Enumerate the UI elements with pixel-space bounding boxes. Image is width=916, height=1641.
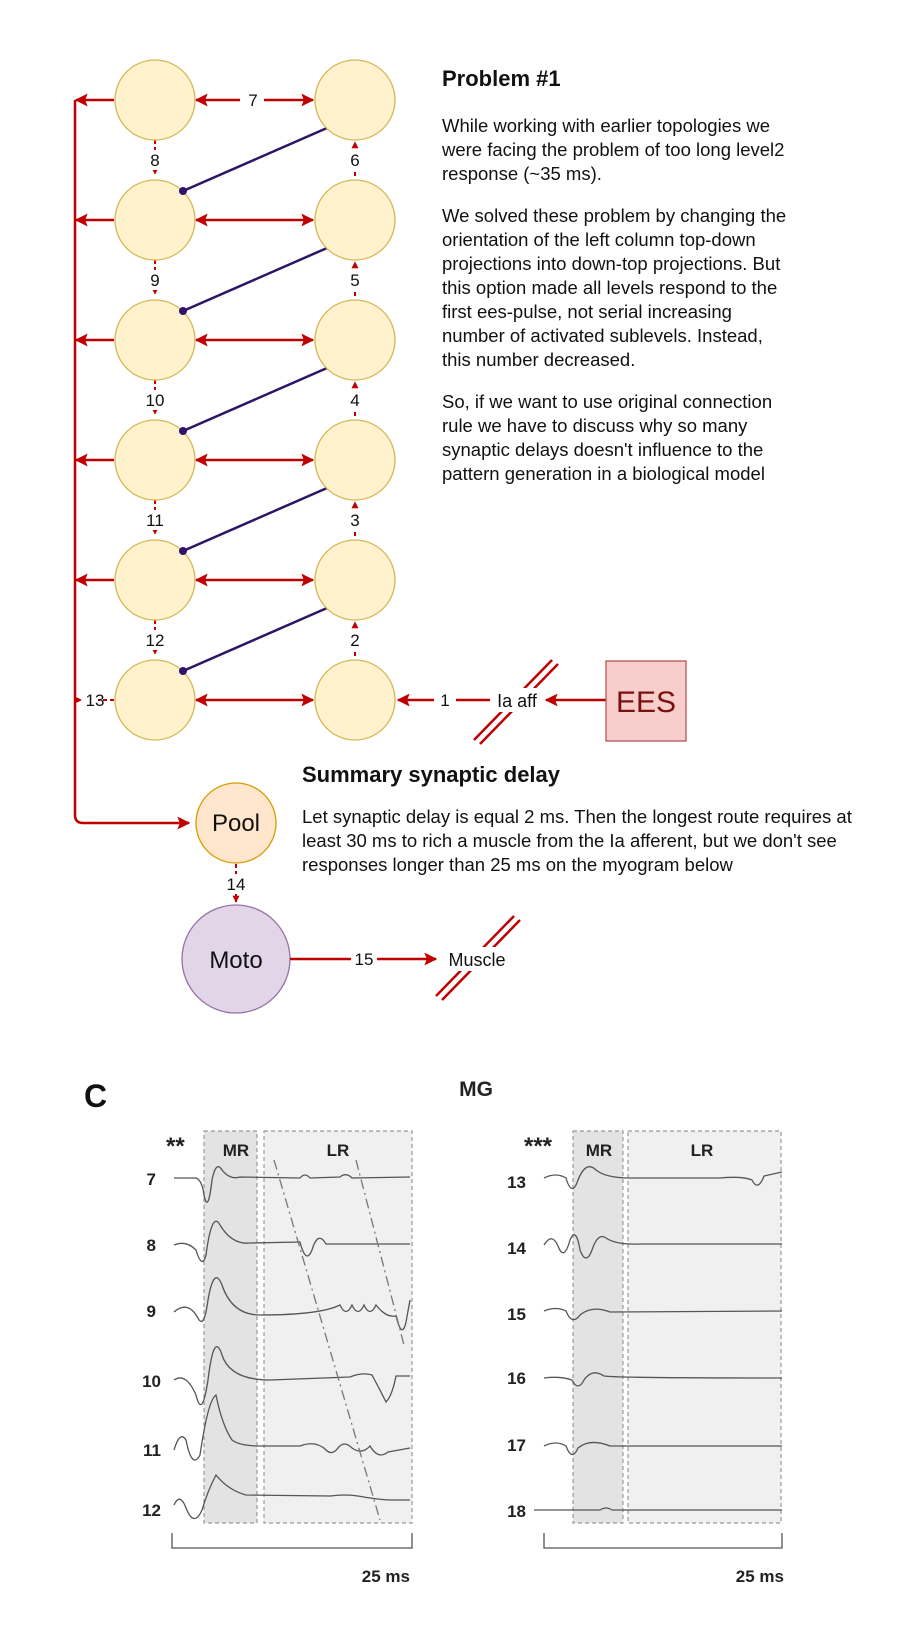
ia-link-label: 1 — [440, 691, 449, 710]
row-label-left-3: 9 — [147, 1302, 156, 1321]
neuron-left-6 — [114, 659, 196, 741]
pool-out-label: 13 — [86, 691, 105, 710]
neuron-left-5 — [114, 539, 196, 621]
problem-paragraph-3: So, if we want to use original connectio… — [442, 391, 773, 484]
neuron-left-4 — [114, 419, 196, 501]
scale-bar-left — [171, 1533, 413, 1549]
left-link-label-1: 8 — [150, 151, 159, 170]
muscle-label: Muscle — [448, 950, 505, 970]
neuron-right-4 — [314, 419, 396, 501]
row-label-left-1: 7 — [147, 1170, 156, 1189]
left-output-arrows — [74, 93, 114, 587]
problem-title: Problem #1 — [442, 66, 561, 91]
neuron-nodes — [114, 59, 396, 741]
left-link-label-3: 10 — [146, 391, 165, 410]
ees-box — [605, 660, 687, 742]
neuron-right-3 — [314, 299, 396, 381]
mr-label-left: MR — [223, 1141, 249, 1160]
neuron-right-5 — [314, 539, 396, 621]
bidirectional-arrows — [194, 93, 315, 707]
right-link-label-3: 4 — [350, 391, 359, 410]
ees-label: EES — [616, 686, 676, 719]
right-link-label-4: 3 — [350, 511, 359, 530]
marker-left: ** — [166, 1133, 185, 1160]
myogram-panel: C MG MR LR ** 7 8 9 10 11 12 — [84, 1078, 784, 1586]
inhibitory-links — [182, 126, 328, 673]
mr-window-left — [203, 1130, 258, 1524]
level-6-arrowhead — [76, 697, 82, 703]
ia-aff-label: Ia aff — [497, 691, 538, 711]
link-label-top: 7 — [248, 91, 257, 110]
myogram-right: MR LR *** 13 14 15 16 17 18 25 ms — [507, 1130, 784, 1586]
row-label-right-3: 15 — [507, 1305, 526, 1324]
neuron-right-2 — [314, 179, 396, 261]
right-link-label-5: 2 — [350, 631, 359, 650]
traces-left — [173, 1166, 411, 1520]
scale-bar-right — [543, 1533, 783, 1549]
lr-label-left: LR — [327, 1141, 350, 1160]
row-label-left-4: 10 — [142, 1372, 161, 1391]
scale-label-right: 25 ms — [736, 1567, 784, 1586]
moto-label: Moto — [209, 947, 262, 974]
moto-muscle-label: 15 — [355, 950, 374, 969]
marker-right: *** — [524, 1133, 553, 1160]
pool-node — [195, 782, 277, 864]
right-link-label-2: 5 — [350, 271, 359, 290]
lr-window-left — [263, 1130, 413, 1524]
left-link-label-2: 9 — [150, 271, 159, 290]
summary-title: Summary synaptic delay — [302, 762, 561, 787]
left-link-label-5: 12 — [146, 631, 165, 650]
panel-letter: C — [84, 1078, 107, 1114]
row-label-left-6: 12 — [142, 1501, 161, 1520]
problem-paragraph-1: While working with earlier topologies we… — [442, 115, 785, 184]
row-label-left-2: 8 — [147, 1236, 156, 1255]
row-label-right-1: 13 — [507, 1173, 526, 1192]
right-link-label-1: 6 — [350, 151, 359, 170]
pool-label: Pool — [212, 810, 260, 837]
bus-to-pool-arrow — [73, 100, 191, 830]
neuron-left-2 — [114, 179, 196, 261]
problem-body: While working with earlier topologies we… — [442, 114, 794, 504]
myogram-left: MR LR ** 7 8 9 10 11 12 — [142, 1130, 413, 1586]
traces-right — [534, 1166, 783, 1511]
row-label-left-5: 11 — [143, 1441, 161, 1460]
left-link-label-4: 11 — [146, 511, 164, 530]
mr-window-right — [572, 1130, 624, 1524]
neuron-left-3 — [114, 299, 196, 381]
neuron-right-1 — [314, 59, 396, 141]
scale-label-left: 25 ms — [362, 1567, 410, 1586]
inhibitory-dots — [179, 187, 187, 675]
summary-text: Let synaptic delay is equal 2 ms. Then t… — [302, 806, 852, 875]
myogram-muscle-title: MG — [459, 1078, 493, 1101]
neuron-left-1 — [114, 59, 196, 141]
latency-lines-left — [273, 1159, 405, 1521]
pool-moto-label: 14 — [227, 875, 246, 894]
row-label-right-4: 16 — [507, 1369, 526, 1388]
lr-label-right: LR — [691, 1141, 714, 1160]
row-label-right-5: 17 — [507, 1436, 526, 1455]
problem-paragraph-2: We solved these problem by changing the … — [442, 205, 787, 370]
neuron-right-6 — [314, 659, 396, 741]
mr-label-right: MR — [586, 1141, 612, 1160]
row-label-right-6: 18 — [507, 1502, 526, 1521]
row-label-right-2: 14 — [507, 1239, 526, 1258]
lr-window-right — [627, 1130, 782, 1524]
